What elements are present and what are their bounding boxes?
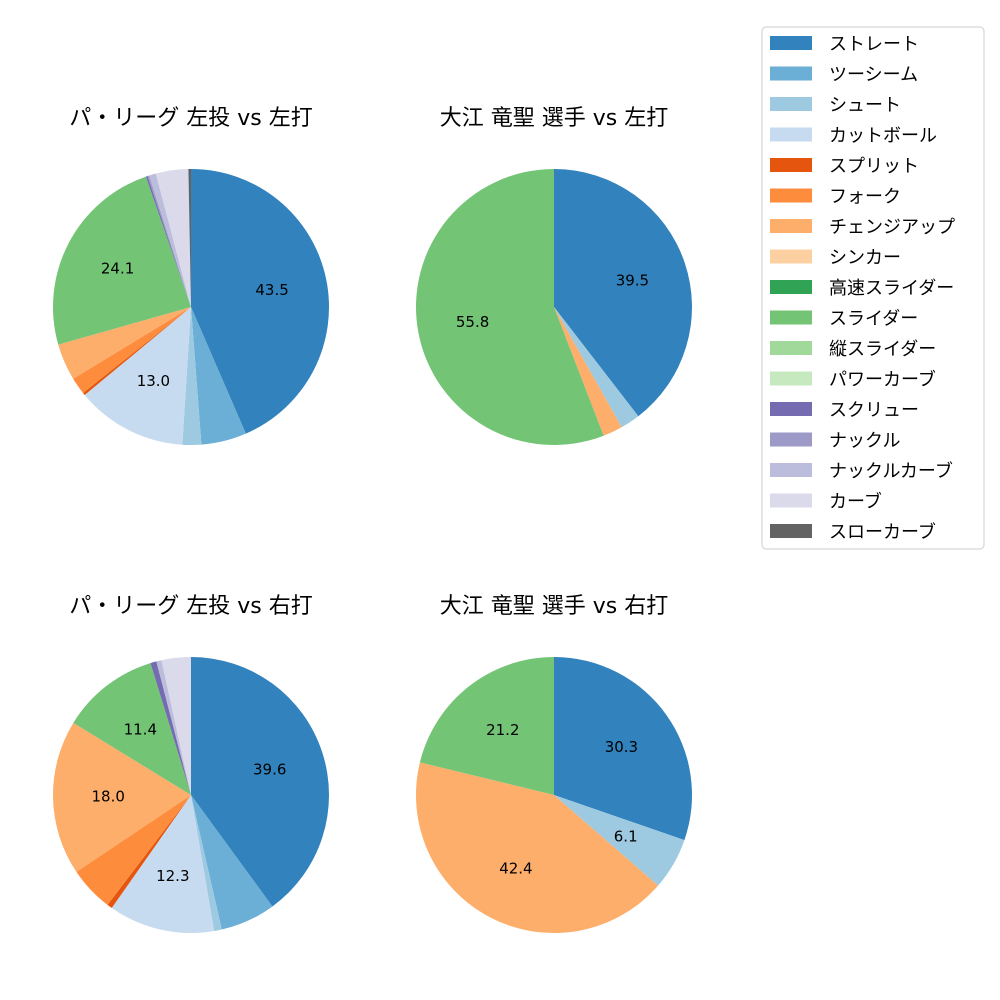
pie-slice-3-3	[191, 795, 222, 932]
pie-slice-1-12	[155, 169, 191, 307]
pie-chart-4: 大江 竜聖 選手 vs 右打 30.3 6.1 42.4 21.2	[415, 594, 693, 934]
pie-slice-1-5	[83, 307, 191, 395]
legend-swatch-15	[770, 463, 812, 477]
pie-slice-1-4	[84, 307, 191, 445]
legend-label-16: カーブ	[829, 491, 882, 513]
legend-label-3: シュート	[829, 95, 901, 116]
data-label-2-1: 39.5	[616, 271, 649, 289]
data-label-4-2: 6.1	[614, 828, 638, 846]
pie-slice-1-8	[52, 176, 191, 345]
chart-title-1: パ・リーグ 左投 vs 左打	[69, 106, 312, 131]
legend-swatch-16	[770, 493, 812, 508]
legend-swatch-1	[770, 36, 812, 50]
pie-slice-3-6	[76, 795, 191, 905]
legend-swatch-7	[770, 219, 812, 233]
legend-swatch-2	[770, 66, 812, 81]
pie-slice-1-1	[191, 169, 330, 434]
pie-slice-3-8	[73, 663, 191, 795]
pie-slice-3-9	[150, 661, 191, 795]
legend-label-15: ナックルカーブ	[829, 460, 953, 482]
legend-label-17: スローカーブ	[829, 521, 936, 543]
legend-label-2: ツーシーム	[829, 65, 918, 86]
data-label-3-1: 39.6	[253, 760, 286, 778]
data-label-3-8: 11.4	[124, 721, 157, 739]
legend: ストレートツーシームシュートカットボールスプリットフォークチェンジアップシンカー…	[761, 26, 985, 550]
legend-swatch-14	[770, 432, 812, 447]
pie-slice-1-6	[73, 307, 191, 393]
data-label-3-4: 12.3	[156, 867, 189, 885]
pie-slice-1-10	[147, 175, 191, 307]
data-label-1-8: 24.1	[101, 260, 134, 278]
pie-slice-3-11	[161, 657, 191, 795]
legend-label-13: スクリュー	[829, 400, 919, 421]
data-label-1-4: 13.0	[137, 372, 170, 390]
data-label-4-4: 21.2	[486, 721, 519, 739]
pie-slice-1-13	[188, 168, 191, 307]
pie-slice-3-4	[111, 795, 215, 934]
legend-swatch-6	[770, 188, 812, 203]
pie-slice-1-7	[58, 307, 191, 379]
pie-slice-4-1	[554, 657, 693, 841]
pie-slice-2-4	[415, 168, 604, 446]
data-label-1-1: 43.5	[255, 281, 288, 299]
data-label-4-3: 42.4	[499, 860, 532, 878]
legend-label-8: シンカー	[829, 248, 901, 269]
pie-slice-3-10	[156, 660, 191, 795]
pie-slice-3-7	[52, 722, 192, 872]
pie-slices-1: 43.5 13.0 24.1	[52, 168, 330, 446]
chart-title-4: 大江 竜聖 選手 vs 右打	[440, 594, 668, 619]
legend-swatch-12	[770, 371, 812, 386]
data-label-2-4: 55.8	[456, 313, 489, 331]
legend-swatch-17	[770, 524, 812, 538]
pie-slice-2-1	[554, 169, 692, 417]
legend-swatch-5	[770, 158, 812, 172]
legend-label-5: スプリット	[829, 156, 919, 177]
pie-slice-2-3	[554, 307, 622, 436]
pie-slices-3: 39.6 12.3 18.0 11.4	[52, 657, 330, 934]
legend-items: ストレートツーシームシュートカットボールスプリットフォークチェンジアップシンカー…	[770, 34, 955, 543]
pie-slices-2: 39.5 55.8	[415, 168, 692, 446]
pie-slice-3-5	[107, 795, 191, 908]
pie-chart-1: パ・リーグ 左投 vs 左打 43.5 13.0 24.1	[52, 106, 330, 446]
pie-slice-1-9	[145, 176, 191, 307]
legend-label-10: スライダー	[829, 309, 918, 330]
legend-swatch-11	[770, 341, 812, 355]
legend-swatch-10	[770, 310, 812, 325]
legend-label-4: カットボール	[829, 126, 937, 147]
chart-title-3: パ・リーグ 左投 vs 右打	[69, 594, 312, 619]
legend-label-1: ストレート	[829, 34, 919, 55]
legend-swatch-13	[770, 402, 812, 416]
legend-swatch-4	[770, 127, 812, 142]
pie-slice-4-2	[554, 795, 685, 886]
legend-label-6: フォーク	[829, 187, 901, 208]
pie-slice-1-2	[191, 307, 246, 445]
legend-swatch-8	[770, 249, 812, 264]
chart-title-2: 大江 竜聖 選手 vs 左打	[440, 106, 668, 131]
legend-swatch-3	[770, 97, 812, 111]
legend-label-12: パワーカーブ	[829, 369, 936, 391]
data-label-3-7: 18.0	[91, 788, 124, 806]
legend-label-14: ナックル	[829, 431, 900, 452]
pie-slice-3-2	[191, 795, 273, 930]
pie-slice-2-2	[554, 307, 639, 428]
pie-chart-2: 大江 竜聖 選手 vs 左打 39.5 55.8	[415, 106, 692, 446]
legend-label-11: 縦スライダー	[829, 339, 936, 360]
legend-frame	[761, 26, 985, 550]
pie-slice-1-11	[149, 173, 191, 307]
pie-chart-3: パ・リーグ 左投 vs 右打 39.6 12.3 18.0 11.4	[52, 594, 330, 934]
pie-slice-1-3	[182, 307, 202, 446]
pie-slice-3-1	[191, 657, 330, 907]
legend-label-9: 高速スライダー	[829, 278, 954, 299]
pie-slice-4-4	[419, 657, 554, 795]
legend-swatch-9	[770, 280, 812, 294]
legend-label-7: チェンジアップ	[829, 217, 955, 238]
data-label-4-1: 30.3	[605, 738, 638, 756]
pie-slices-4: 30.3 6.1 42.4 21.2	[415, 657, 693, 934]
pie-slice-4-3	[415, 762, 659, 934]
